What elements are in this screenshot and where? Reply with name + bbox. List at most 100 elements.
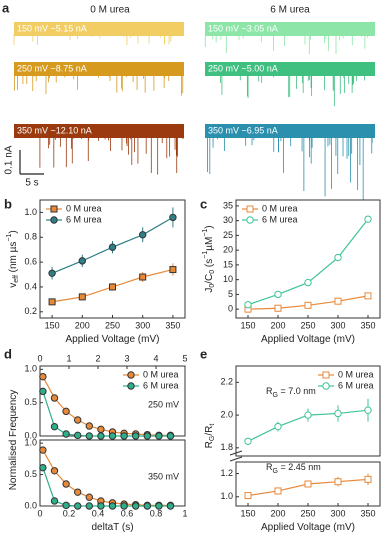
trace-label: 350 mV ~6.95 nA — [208, 125, 278, 135]
marker — [85, 502, 94, 510]
marker — [48, 269, 56, 277]
marker — [108, 432, 117, 440]
legend-label: 6 M urea — [66, 214, 102, 224]
marker — [62, 407, 70, 416]
x-tick-label: 200 — [270, 508, 285, 518]
marker — [274, 422, 282, 431]
marker — [334, 478, 342, 486]
x-tick-label: 4 — [153, 353, 158, 363]
marker — [127, 382, 135, 390]
marker — [85, 493, 94, 501]
marker — [304, 411, 312, 419]
marker — [364, 215, 372, 223]
marker — [74, 431, 82, 440]
marker — [155, 432, 163, 440]
x-tick-label: 1 — [66, 353, 71, 363]
y-tick-label: 0.4 — [24, 281, 37, 291]
x-tick-label: 350 — [165, 320, 180, 330]
marker — [155, 502, 163, 510]
y-tick-label: 1.0 — [24, 207, 37, 217]
trace-label: 150 mV ~5.15 nA — [17, 23, 87, 33]
y-tick-label: 0.5 — [24, 469, 37, 479]
annotation: 350 mV — [148, 471, 179, 481]
y-axis-label-part: v — [8, 283, 19, 288]
x-tick-label: 250 — [300, 320, 315, 330]
y-axis-label-part: /R — [204, 426, 215, 436]
marker — [139, 273, 147, 281]
y-tick-label: 1.0 — [24, 364, 37, 374]
plot-frame — [235, 199, 381, 319]
y-tick-label: 1.0 — [24, 438, 37, 448]
series-line — [247, 218, 369, 306]
legend-label: 6 M urea — [262, 214, 298, 224]
y-tick-label: 0.6 — [24, 256, 37, 266]
marker — [364, 292, 372, 300]
marker — [109, 283, 116, 291]
y-axis-label-part: −1 — [202, 229, 209, 237]
plot-frame — [235, 365, 381, 457]
y-tick-label: 25 — [223, 230, 233, 240]
y-axis-label-part: t — [209, 424, 216, 426]
y-axis-label-part: (s — [204, 259, 215, 270]
marker — [108, 502, 117, 510]
marker — [132, 502, 140, 510]
trace-band — [205, 22, 375, 36]
trace-label: 250 mV ~5.00 nA — [208, 63, 278, 73]
marker — [246, 205, 254, 213]
y-tick-label: 1.8 — [220, 442, 233, 452]
y-axis-label-part: −1 — [202, 251, 209, 259]
x-axis-label: Applied Voltage (mV) — [66, 334, 160, 345]
x-tick-label: 150 — [240, 508, 255, 518]
annotation-part: G — [273, 468, 278, 475]
marker — [132, 432, 140, 440]
marker — [127, 371, 135, 379]
y-tick-label: 1.2 — [220, 468, 233, 478]
x-tick-label: 150 — [240, 320, 255, 330]
panel-label: d — [4, 346, 12, 361]
y-axis-label: Normalised Frequency — [8, 390, 19, 491]
x-tick-label: 5 — [182, 353, 187, 363]
x-tick-label: 1 — [182, 508, 187, 518]
y-axis-label-part: J — [204, 288, 215, 293]
marker — [169, 266, 177, 274]
y-axis-label-part: 0 — [209, 284, 216, 288]
marker — [364, 475, 372, 483]
panel-label: b — [4, 196, 12, 211]
x-axis-label: Applied Voltage (mV) — [261, 522, 355, 533]
marker — [274, 290, 282, 299]
axis-break — [229, 456, 243, 462]
x-tick-label: 0.6 — [121, 508, 134, 518]
x-tick-label: 0.2 — [63, 508, 76, 518]
x-tick-label: 0 — [37, 508, 42, 518]
series-line — [42, 391, 171, 437]
marker — [78, 257, 86, 265]
x-tick-label: 350 — [360, 320, 375, 330]
marker — [74, 502, 82, 510]
marker — [78, 293, 86, 301]
marker — [85, 422, 94, 430]
annotation-part: R — [266, 462, 273, 472]
x-tick-label: 200 — [75, 320, 90, 330]
x-tick-label: 3 — [124, 353, 129, 363]
scale-x-label: 5 s — [25, 178, 38, 189]
marker — [120, 432, 128, 440]
y-tick-label: 0.5 — [24, 397, 37, 407]
y-tick-label: 35 — [223, 200, 233, 210]
annotation-part: G — [273, 392, 278, 399]
x-tick-label: 0 — [37, 353, 42, 363]
x-axis-label-part: Applied Voltage (mV) — [66, 334, 160, 345]
marker — [246, 216, 254, 224]
legend-label: 0 M urea — [338, 369, 374, 379]
trace-band — [14, 22, 184, 36]
x-tick-label: 200 — [270, 320, 285, 330]
marker — [39, 372, 47, 381]
marker — [108, 243, 117, 251]
marker — [50, 422, 59, 431]
panel-label: e — [200, 346, 207, 361]
marker — [304, 278, 312, 287]
y-axis-label-part: 0 — [209, 270, 216, 274]
y-axis-label-part: ) — [8, 230, 19, 233]
y-axis-label: RG/Rt — [204, 424, 217, 449]
trace-band — [205, 62, 375, 76]
marker — [274, 487, 282, 495]
